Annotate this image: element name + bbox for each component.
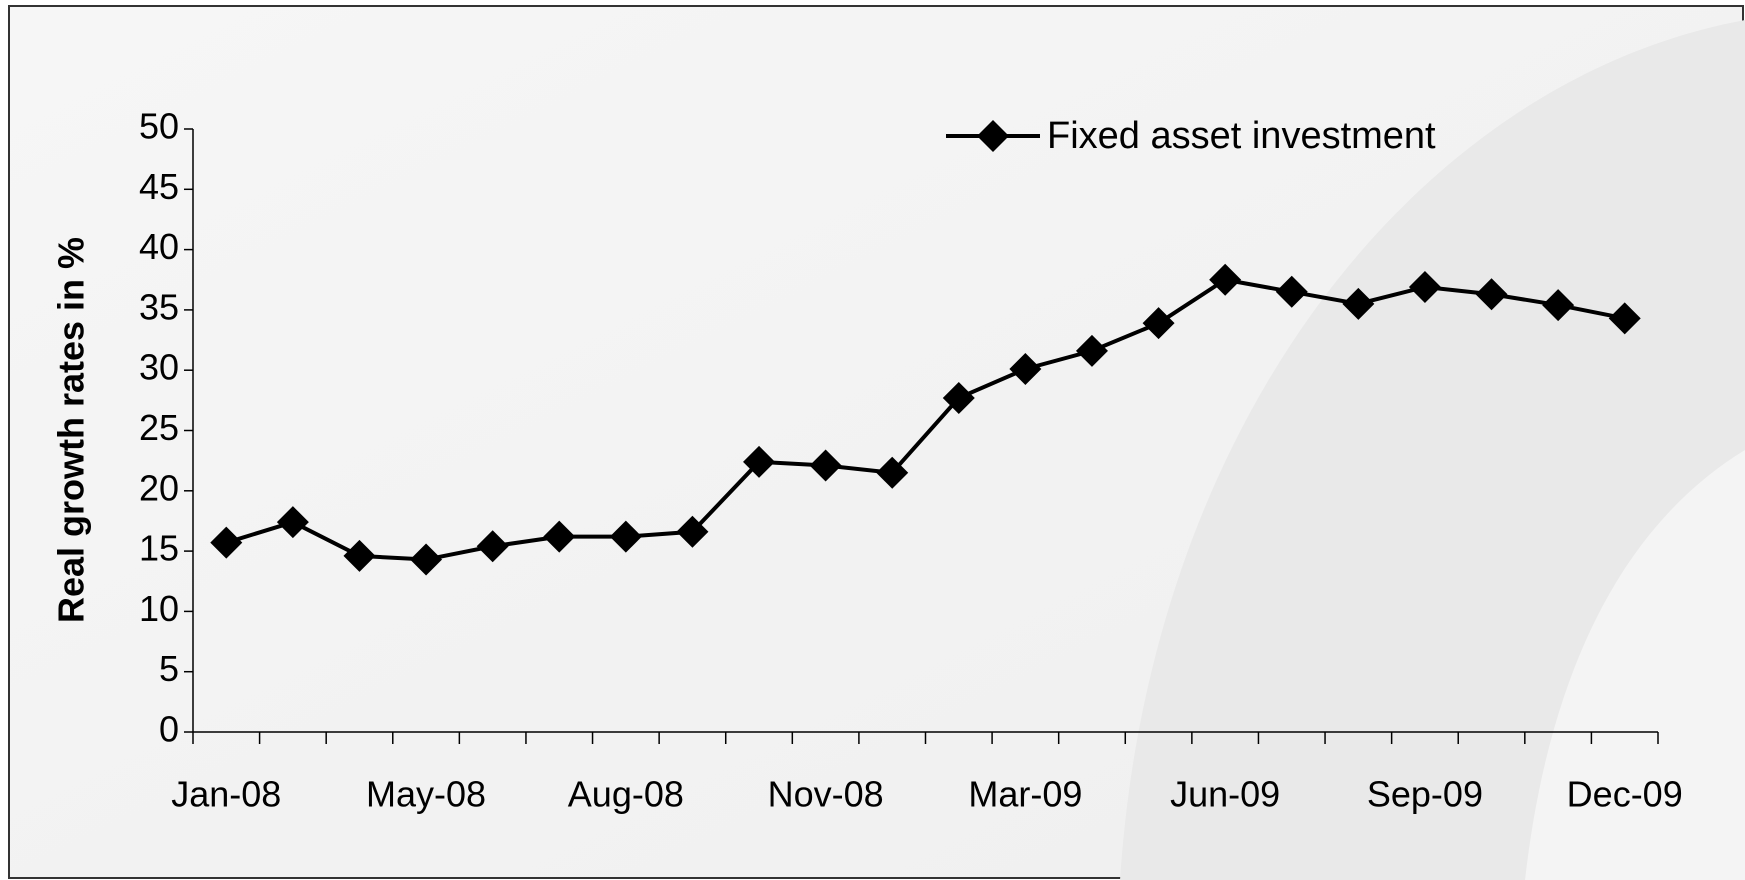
data-point [876, 456, 909, 489]
data-point [1408, 270, 1441, 303]
data-point [543, 520, 576, 553]
y-tick-label: 50 [139, 106, 179, 147]
x-tick-label: May-08 [366, 774, 486, 815]
background-arc [1525, 450, 1745, 880]
y-tick-label: 45 [139, 166, 179, 207]
data-point [1608, 302, 1641, 335]
data-point [1075, 334, 1108, 367]
y-tick-label: 0 [159, 709, 179, 750]
x-tick-label: Sep-09 [1367, 774, 1483, 815]
y-tick-label: 40 [139, 226, 179, 267]
y-tick-label: 10 [139, 588, 179, 629]
y-tick-label: 5 [159, 648, 179, 689]
data-point [410, 543, 443, 576]
y-tick-label: 30 [139, 347, 179, 388]
data-point [609, 520, 642, 553]
data-point [276, 506, 309, 539]
x-tick-label: Dec-09 [1567, 774, 1683, 815]
data-point [1475, 278, 1508, 311]
y-tick-label: 35 [139, 286, 179, 327]
x-tick-label: Jun-09 [1170, 774, 1280, 815]
x-tick-label: Nov-08 [768, 774, 884, 815]
data-point [1542, 289, 1575, 322]
data-point [809, 449, 842, 482]
series-line [225, 277, 1626, 562]
data-point [210, 526, 243, 559]
legend-marker [977, 120, 1009, 152]
legend-label: Fixed asset investment [1047, 115, 1436, 157]
x-tick-label: Aug-08 [568, 774, 684, 815]
y-tick-label: 25 [139, 407, 179, 448]
y-tick-label: 15 [139, 528, 179, 569]
y-axis-title: Real growth rates in % [51, 237, 92, 623]
data-point [1275, 275, 1308, 308]
data-point [1209, 263, 1242, 296]
data-point [676, 515, 709, 548]
x-tick-label: Mar-09 [968, 774, 1082, 815]
data-point [476, 530, 509, 563]
x-tick-label: Jan-08 [171, 774, 281, 815]
data-point [1142, 307, 1175, 340]
data-point [743, 445, 776, 478]
y-tick-label: 20 [139, 467, 179, 508]
data-point [942, 381, 975, 414]
data-point [1009, 352, 1042, 385]
data-point [343, 539, 376, 572]
data-point [1342, 287, 1375, 320]
